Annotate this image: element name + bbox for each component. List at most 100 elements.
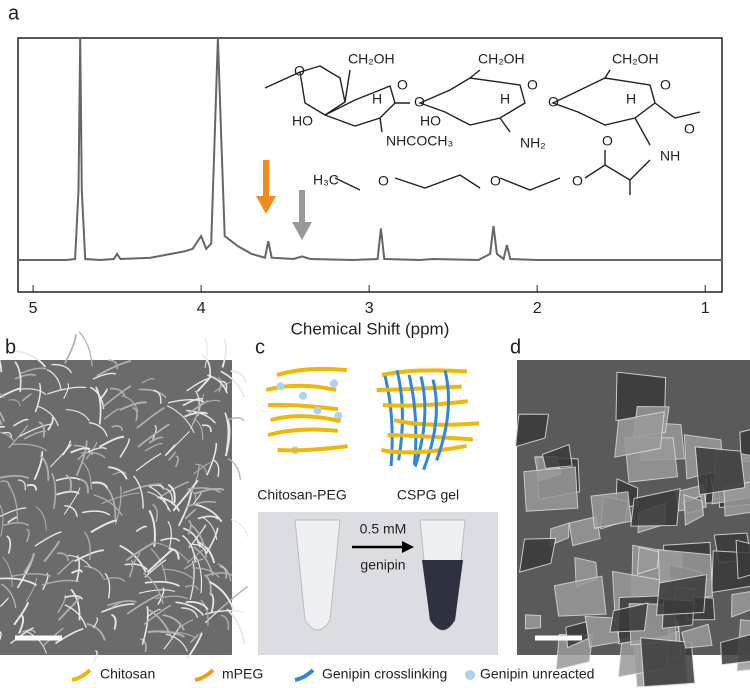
legend-label: Genipin unreacted xyxy=(480,666,594,682)
fiber xyxy=(65,409,90,422)
genipin-dot xyxy=(298,391,307,400)
fiber xyxy=(220,370,246,399)
fiber xyxy=(21,393,33,402)
sheet xyxy=(640,637,696,688)
fiber xyxy=(157,496,181,512)
fiber xyxy=(185,500,217,508)
fiber xyxy=(209,581,235,610)
fiber xyxy=(83,531,91,561)
tube xyxy=(294,519,341,631)
structure-label: H xyxy=(626,91,636,107)
sheet xyxy=(614,411,665,458)
fiber xyxy=(186,377,209,392)
fiber xyxy=(221,339,228,368)
structure-label: O xyxy=(378,173,389,189)
fiber xyxy=(2,556,13,587)
fiber xyxy=(88,421,108,437)
fiber xyxy=(0,358,3,373)
fiber xyxy=(230,370,248,383)
fiber xyxy=(41,579,80,586)
fiber xyxy=(167,483,176,504)
fiber xyxy=(119,401,147,411)
fiber xyxy=(81,461,92,490)
chitosan-chain xyxy=(381,368,468,377)
fiber xyxy=(183,558,204,570)
fiber xyxy=(193,503,223,523)
legend-swatch xyxy=(465,670,475,680)
fiber xyxy=(61,440,72,456)
fiber xyxy=(167,399,205,404)
fiber xyxy=(141,606,149,645)
fiber xyxy=(162,613,185,631)
fiber xyxy=(38,421,46,438)
crosslink xyxy=(422,379,438,471)
fiber xyxy=(63,334,77,364)
fiber xyxy=(18,614,25,634)
fiber xyxy=(167,520,172,548)
fiber xyxy=(133,475,144,509)
fiber xyxy=(63,487,81,515)
fiber xyxy=(181,607,199,618)
fiber xyxy=(192,543,207,555)
fiber xyxy=(87,447,107,453)
fiber xyxy=(227,417,245,422)
structure-label: O xyxy=(527,77,538,93)
cartoon xyxy=(265,366,480,471)
fiber xyxy=(174,455,179,468)
fiber xyxy=(0,387,20,399)
structure-label: CH₂OH xyxy=(478,51,525,67)
structure-label: HO xyxy=(420,113,441,129)
chitosan-chain xyxy=(393,418,480,427)
caption: Chitosan-PEG xyxy=(257,487,346,503)
fiber xyxy=(192,405,200,425)
fiber xyxy=(200,599,209,626)
fiber xyxy=(10,626,34,645)
gel xyxy=(422,560,463,630)
fiber xyxy=(177,619,194,630)
fiber xyxy=(152,424,157,440)
structure-label: O xyxy=(602,133,613,149)
fiber xyxy=(14,373,37,380)
legend-swatch xyxy=(194,668,215,682)
fiber xyxy=(132,406,138,421)
structure-label: HO xyxy=(292,113,313,129)
fiber xyxy=(201,354,211,376)
fiber xyxy=(86,622,106,641)
fiber xyxy=(70,447,91,454)
structure-label: H₃C xyxy=(313,172,339,188)
fiber xyxy=(144,580,180,587)
fiber xyxy=(110,600,127,609)
legend-label: mPEG xyxy=(222,666,263,682)
fiber xyxy=(226,608,246,645)
fiber xyxy=(204,337,208,368)
fiber xyxy=(26,484,37,491)
fiber xyxy=(143,604,172,626)
fiber xyxy=(187,519,192,535)
fiber xyxy=(143,572,164,605)
fiber xyxy=(140,638,147,653)
fiber xyxy=(34,531,62,547)
fiber xyxy=(138,589,176,594)
structure-label: O xyxy=(548,94,559,110)
chitosan-chain xyxy=(269,414,341,424)
crosslink xyxy=(407,374,418,465)
fiber xyxy=(0,577,38,586)
fiber xyxy=(102,385,132,408)
sheet xyxy=(681,623,713,649)
genipin-dot xyxy=(330,379,339,388)
fiber xyxy=(64,604,87,628)
fiber xyxy=(101,603,135,613)
fiber xyxy=(150,548,167,582)
fiber xyxy=(191,524,208,558)
fiber xyxy=(128,559,134,578)
fiber xyxy=(103,408,120,420)
fiber xyxy=(92,372,117,380)
fiber xyxy=(14,361,22,392)
fiber xyxy=(109,387,126,398)
fiber xyxy=(227,458,241,480)
fiber xyxy=(103,577,126,583)
chitosan-chain xyxy=(277,444,348,453)
fiber xyxy=(70,588,81,621)
sheet xyxy=(630,487,681,527)
legend-label: Chitosan xyxy=(100,666,155,682)
